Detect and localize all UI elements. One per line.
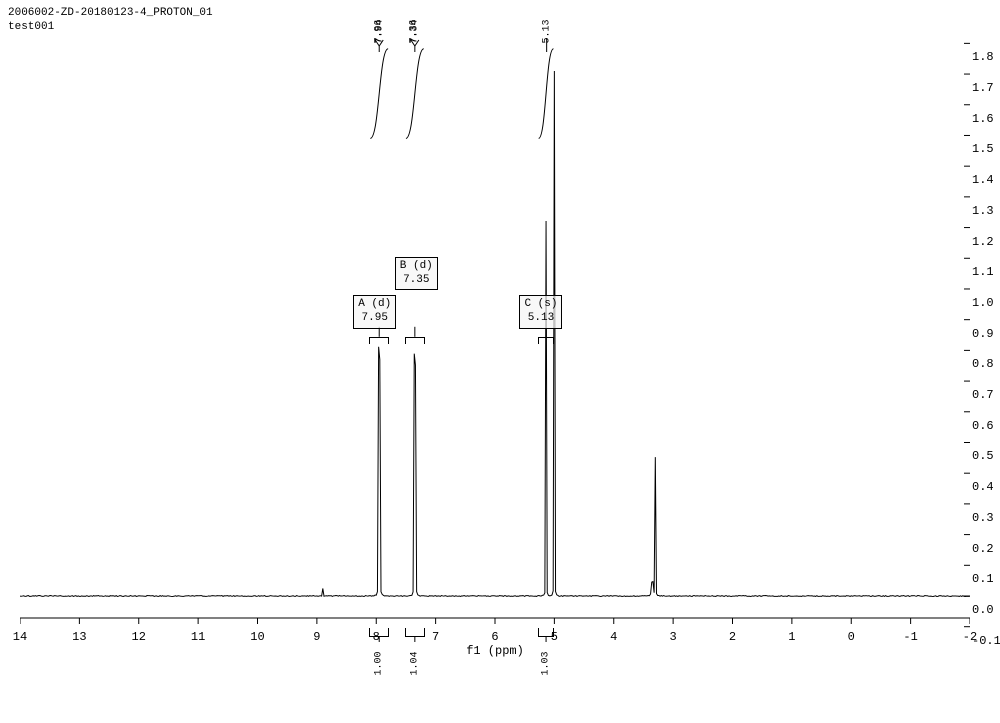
x-tick: -1 bbox=[903, 630, 917, 644]
y-tick: 0.4 bbox=[972, 480, 1000, 494]
integral-bracket bbox=[405, 628, 425, 637]
peak-box-line1: B (d) bbox=[400, 260, 433, 274]
peak-box-line2: 7.35 bbox=[400, 274, 433, 288]
peak-box-line2: 7.95 bbox=[358, 312, 391, 326]
x-tick: 2 bbox=[729, 630, 736, 644]
y-tick: 0.6 bbox=[972, 419, 1000, 433]
x-tick: 10 bbox=[250, 630, 264, 644]
x-tick: 1 bbox=[788, 630, 795, 644]
x-tick: 11 bbox=[191, 630, 205, 644]
x-tick: 14 bbox=[13, 630, 27, 644]
y-tick: 0.7 bbox=[972, 388, 1000, 402]
y-tick: 0.8 bbox=[972, 357, 1000, 371]
y-tick: 0.1 bbox=[972, 572, 1000, 586]
x-tick: 3 bbox=[670, 630, 677, 644]
nmr-plot: f1 (ppm) 14131211109876543210-1-2-0.10.0… bbox=[20, 20, 970, 660]
y-tick: 1.8 bbox=[972, 50, 1000, 64]
peak-box-line2: 5.13 bbox=[524, 312, 557, 326]
x-axis-label: f1 (ppm) bbox=[20, 644, 970, 658]
x-tick: 7 bbox=[432, 630, 439, 644]
x-tick: 6 bbox=[491, 630, 498, 644]
integral-value: 1.04 bbox=[409, 651, 420, 675]
coupling-bracket bbox=[369, 337, 389, 344]
y-tick: 1.6 bbox=[972, 112, 1000, 126]
integral-bracket bbox=[369, 628, 389, 637]
integral-value: 1.00 bbox=[374, 651, 385, 675]
y-tick: 0.5 bbox=[972, 449, 1000, 463]
integral-value: 1.03 bbox=[541, 651, 552, 675]
y-tick: 1.5 bbox=[972, 142, 1000, 156]
y-tick: 0.9 bbox=[972, 327, 1000, 341]
peak-ppm-label: 5.13 bbox=[541, 19, 552, 43]
y-tick: 1.4 bbox=[972, 173, 1000, 187]
coupling-bracket bbox=[538, 337, 554, 344]
peak-annotation-box: A (d)7.95 bbox=[353, 295, 396, 329]
x-tick: 4 bbox=[610, 630, 617, 644]
coupling-bracket bbox=[405, 337, 425, 344]
peak-ppm-label: 7.94 bbox=[374, 19, 385, 43]
x-tick: 9 bbox=[313, 630, 320, 644]
sample-id: 2006002-ZD-20180123-4_PROTON_01 bbox=[8, 6, 213, 20]
y-tick: 0.0 bbox=[972, 603, 1000, 617]
x-tick: 13 bbox=[72, 630, 86, 644]
y-tick: 0.3 bbox=[972, 511, 1000, 525]
peak-ppm-label: 7.34 bbox=[410, 19, 421, 43]
y-tick: -0.1 bbox=[972, 634, 1000, 648]
peak-box-line1: C (s) bbox=[524, 298, 557, 312]
y-tick: 1.7 bbox=[972, 81, 1000, 95]
x-tick: 12 bbox=[132, 630, 146, 644]
x-tick: 0 bbox=[848, 630, 855, 644]
y-tick: 0.2 bbox=[972, 542, 1000, 556]
spectrum-svg bbox=[20, 20, 970, 660]
integral-bracket bbox=[538, 628, 554, 637]
peak-annotation-box: C (s)5.13 bbox=[519, 295, 562, 329]
y-tick: 1.0 bbox=[972, 296, 1000, 310]
peak-box-line1: A (d) bbox=[358, 298, 391, 312]
peak-annotation-box: B (d)7.35 bbox=[395, 257, 438, 291]
y-tick: 1.1 bbox=[972, 265, 1000, 279]
y-tick: 1.3 bbox=[972, 204, 1000, 218]
y-tick: 1.2 bbox=[972, 235, 1000, 249]
